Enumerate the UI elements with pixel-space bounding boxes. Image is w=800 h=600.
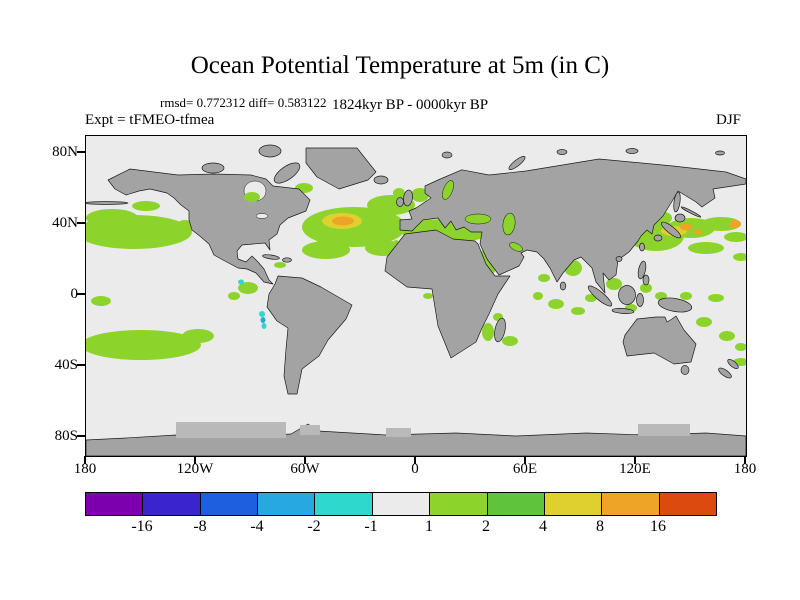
colorbar-value: -4	[250, 518, 264, 535]
lon-tick-label: 120W	[176, 461, 214, 477]
continent-africa	[384, 229, 511, 359]
season-label: DJF	[715, 112, 741, 128]
sea-hudson-bay-anomaly	[244, 192, 260, 202]
colorbar-value: -1	[364, 518, 378, 535]
lon-tick-label: 60W	[290, 461, 320, 477]
anomaly-cyan-regions	[238, 279, 267, 329]
island-madagascar	[494, 317, 506, 343]
experiment-label: Expt = tFMEO-tfmea	[85, 112, 215, 128]
lon-tick-label: 180	[73, 461, 97, 477]
colorbar-segment	[142, 493, 200, 515]
colorbar-segment	[601, 493, 659, 515]
gulf-persian	[509, 242, 523, 252]
sea-caspian	[502, 212, 516, 236]
continent-eurasia	[399, 158, 746, 294]
world-map	[86, 136, 746, 456]
sea-baltic	[442, 180, 454, 200]
colorbar-segment	[199, 493, 258, 515]
plot-title: Ocean Potential Temperature at 5m (in C)	[190, 52, 610, 79]
y-axis-tick	[77, 222, 85, 224]
x-axis-tick	[524, 456, 526, 464]
colorbar-value: 8	[596, 518, 604, 535]
colorbar-segment	[257, 493, 315, 515]
y-axis-tick	[77, 435, 85, 437]
colorbar-value: -2	[307, 518, 321, 535]
ice-shelves	[176, 422, 690, 438]
period-text: 1824kyr BP - 0000kyr BP	[331, 97, 489, 113]
islands-caribbean	[262, 254, 292, 263]
islands-atlantic	[373, 175, 413, 207]
landmasses	[86, 144, 746, 456]
islands-oceania	[680, 358, 739, 379]
colorbar-value: 1	[425, 518, 433, 535]
colorbar-value: -16	[131, 518, 153, 535]
lakes-great-lakes	[255, 213, 269, 219]
colorbar-value: 16	[650, 518, 666, 535]
continent-australia	[622, 315, 697, 365]
y-axis-tick	[77, 293, 85, 295]
stats-text: rmsd= 0.772312 diff= 0.583122	[160, 95, 327, 110]
colorbar-value: -8	[193, 518, 207, 535]
inland-seas	[243, 180, 523, 252]
y-axis-tick	[77, 364, 85, 366]
y-axis-tick	[77, 151, 85, 153]
lon-tick-label: 60E	[512, 461, 538, 477]
lat-tick-label: 0	[70, 286, 79, 302]
x-axis-tick	[304, 456, 306, 464]
colorbar-segment	[314, 493, 372, 515]
x-axis-tick	[194, 456, 196, 464]
lat-tick-label: 80N	[52, 144, 78, 160]
lat-tick-label: 40N	[52, 215, 78, 231]
colorbar-segment	[658, 493, 716, 515]
colorbar-value: 4	[539, 518, 547, 535]
lat-tick-label: 80S	[54, 428, 78, 444]
anomaly-blue-spot	[260, 317, 266, 323]
x-axis-tick	[414, 456, 416, 464]
island-greenland	[305, 147, 377, 190]
colorbar-segment	[86, 493, 143, 515]
continent-south-america	[266, 275, 353, 395]
lon-tick-label: 180	[733, 461, 757, 477]
x-axis-tick	[634, 456, 636, 464]
lon-tick-label: 120E	[619, 461, 651, 477]
islands-asia-pacific	[86, 191, 702, 314]
colorbar-segment	[429, 493, 487, 515]
colorbar-value: 2	[482, 518, 490, 535]
islands-arctic	[201, 144, 725, 184]
x-axis-tick	[744, 456, 746, 464]
colorbar	[85, 492, 717, 516]
sea-black	[464, 213, 492, 225]
x-axis-tick	[84, 456, 86, 464]
colorbar-segment	[486, 493, 544, 515]
colorbar-segment	[543, 493, 602, 515]
map-frame	[85, 135, 747, 457]
colorbar-segment	[371, 493, 430, 515]
lon-tick-label: 0	[411, 461, 419, 477]
lat-tick-label: 40S	[54, 357, 78, 373]
